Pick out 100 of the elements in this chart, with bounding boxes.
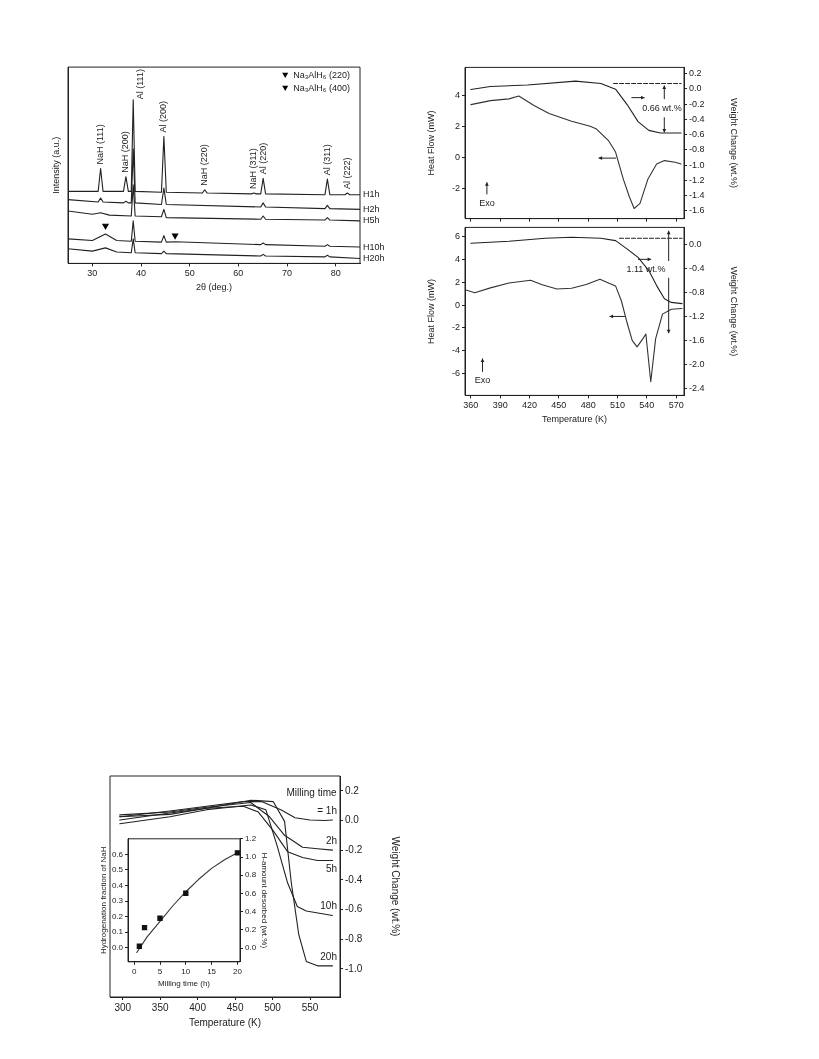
annotation: Al (111): [134, 69, 145, 100]
annotation: Milling time: [286, 787, 337, 799]
y-tick-label: -2: [451, 322, 460, 333]
y-tick-label: 0: [454, 299, 460, 310]
y2-tick-label: 0.4: [245, 906, 257, 916]
series-label: 5h: [325, 863, 337, 875]
y2-tick-label: -0.4: [689, 113, 705, 124]
y2-tick-label: 0.0: [245, 943, 257, 953]
annotation: NaH (111): [95, 124, 106, 165]
y2-tick-label: 0.0: [689, 83, 702, 94]
y2-tick-label: 0.2: [345, 784, 360, 796]
x-axis-title: Temperature (K): [188, 1016, 262, 1028]
y2-tick-label: 1.2: [245, 834, 257, 843]
y-axis-title: Hydrogenation fraction of NaH: [99, 846, 108, 955]
x-tick-label: 350: [151, 1001, 169, 1013]
y2-tick-label: -0.4: [345, 873, 363, 885]
y-tick-label: 2: [454, 121, 460, 132]
series-label: 10h: [320, 900, 337, 912]
y2-tick-label: -0.6: [345, 903, 363, 915]
annotation: NaH (311): [248, 148, 259, 190]
y2-tick-label: 0.8: [245, 870, 257, 880]
y2-tick-label: -2.4: [689, 383, 705, 394]
x-tick-label: 550: [301, 1001, 319, 1013]
y2-tick-label: -1.0: [345, 962, 363, 974]
y-tick-label: 0.3: [111, 896, 124, 906]
y2-tick-label: -0.8: [689, 287, 705, 298]
series-label: H2h: [363, 203, 380, 214]
x-tick-label: 60: [233, 268, 244, 279]
y2-tick-label: -0.2: [689, 98, 705, 109]
y2-axis-title: Weight Change (wt.%): [729, 266, 740, 357]
y2-tick-label: 0.0: [345, 814, 360, 826]
y-tick-label: 4: [454, 253, 460, 264]
series-label: H1h: [363, 189, 380, 200]
y2-tick-label: -1.6: [689, 335, 705, 346]
y2-tick-label: -1.6: [689, 205, 705, 216]
x-tick-label: 360: [463, 400, 479, 411]
y-tick-label: 0.6: [111, 849, 124, 859]
y-tick-label: 0.4: [111, 880, 124, 890]
x-tick-label: 70: [281, 268, 293, 279]
y2-tick-label: 0.6: [245, 888, 257, 898]
y2-tick-label: -0.8: [345, 932, 363, 944]
x-axis-title: Milling time (h): [157, 979, 211, 989]
y-axis-title: Intensity (a.u.): [50, 136, 61, 194]
x-tick-label: 450: [226, 1001, 244, 1013]
x-tick-label: 400: [189, 1001, 207, 1013]
y2-axis-title: Weight Change (wt.%): [729, 98, 740, 188]
x-tick-label: 10: [181, 966, 191, 976]
series-label: H10h: [363, 241, 385, 252]
x-axis-title: 2θ (deg.): [195, 282, 233, 293]
annotation: Al (200): [158, 101, 169, 133]
series-label: H5h: [363, 215, 380, 226]
y-tick-label: 0.0: [111, 942, 124, 952]
y-tick-label: -2: [451, 183, 460, 194]
annotation: Al (220): [257, 142, 268, 175]
y-tick-label: 0: [454, 152, 460, 163]
x-tick-label: 500: [264, 1001, 282, 1013]
x-axis-title: Temperature (K): [541, 414, 608, 425]
x-tick-label: 5: [157, 966, 163, 976]
x-tick-label: 300: [114, 1001, 132, 1013]
series-label: 2h: [325, 834, 337, 846]
x-tick-label: 390: [492, 400, 508, 411]
y2-tick-label: 0.2: [689, 67, 702, 78]
y-tick-label: -4: [451, 345, 460, 356]
y2-tick-label: -0.2: [345, 843, 363, 855]
legend-label: Na₃AlH₆ (400): [293, 82, 350, 93]
x-tick-label: 15: [207, 966, 217, 976]
annotation: Al (222): [341, 157, 352, 190]
x-tick-label: 480: [580, 400, 596, 411]
y-tick-label: 4: [454, 89, 460, 100]
y2-tick-label: -1.4: [689, 190, 705, 201]
annotation: Al (311): [321, 144, 332, 176]
y-tick-label: 2: [454, 276, 460, 287]
x-tick-label: 40: [135, 268, 147, 279]
x-tick-label: 30: [87, 268, 98, 279]
annotation: NaH (200): [120, 131, 131, 173]
y-tick-label: 0.1: [111, 927, 124, 937]
x-tick-label: 80: [330, 268, 341, 279]
series-label: = 1h: [317, 804, 337, 816]
x-tick-label: 20: [232, 966, 243, 976]
annotation: 0.66 wt.%: [642, 102, 682, 113]
y2-tick-label: 1.0: [245, 852, 257, 862]
x-tick-label: 450: [551, 400, 567, 411]
x-tick-label: 510: [610, 400, 626, 411]
y-tick-label: 0.2: [111, 911, 124, 921]
y2-tick-label: -0.6: [689, 129, 705, 140]
y2-tick-label: -1.2: [689, 311, 705, 322]
y2-tick-label: -0.8: [689, 144, 705, 155]
y-tick-label: -6: [451, 368, 460, 379]
y2-axis-title: H-amount desorbed (wt.%): [260, 852, 269, 949]
series-label: 20h: [320, 950, 337, 962]
y2-tick-label: -1.2: [689, 174, 705, 185]
y2-tick-label: -0.4: [689, 263, 705, 274]
y2-axis-title: Weight Change (wt.%): [390, 836, 402, 937]
y2-tick-label: -1.0: [689, 159, 705, 170]
annotation: NaH (220): [199, 144, 210, 186]
y2-tick-label: 0.2: [245, 925, 257, 935]
x-tick-label: 0: [131, 966, 137, 976]
y2-tick-label: -2.0: [689, 359, 705, 370]
y-tick-label: 6: [454, 231, 460, 242]
x-tick-label: 50: [184, 268, 195, 279]
